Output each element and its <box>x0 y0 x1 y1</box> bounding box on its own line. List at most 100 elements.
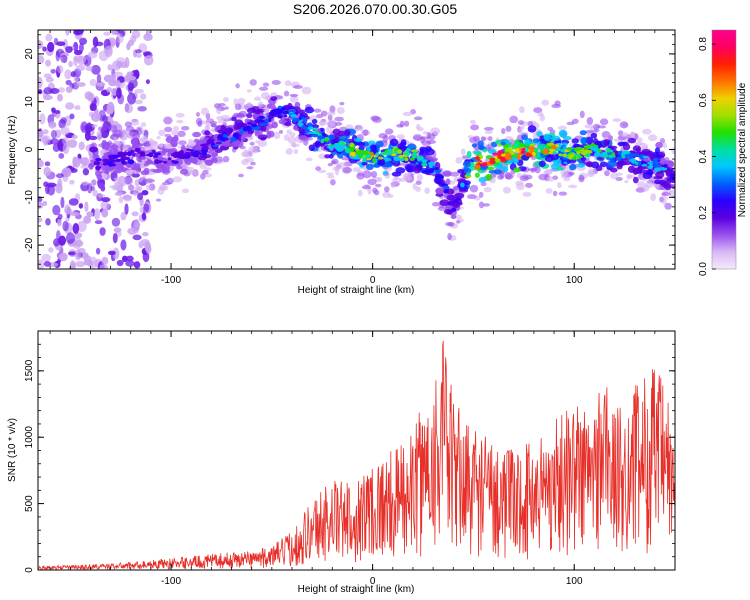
ridge-core-blob <box>516 155 521 160</box>
spectral-blob <box>328 153 334 159</box>
ridge-core-blob <box>365 153 372 159</box>
halo-blob <box>530 156 537 160</box>
halo-blob <box>246 102 252 107</box>
spectral-blob <box>251 105 260 113</box>
noise-blob <box>132 234 142 241</box>
noise-blob <box>76 64 86 72</box>
noise-blob <box>65 30 70 36</box>
spectral-blob <box>210 123 217 128</box>
ridge-core-blob <box>497 153 502 160</box>
ridge-core-blob <box>548 148 556 152</box>
spectral-blob <box>413 167 421 174</box>
ridge-core-blob <box>529 143 536 147</box>
halo-blob <box>136 128 143 136</box>
halo-blob <box>246 166 254 170</box>
halo-blob <box>378 133 388 139</box>
noise-blob <box>96 82 106 87</box>
halo-blob <box>284 80 292 87</box>
spectral-blob <box>88 163 94 168</box>
spectral-blob <box>397 143 404 150</box>
ridge-core-blob <box>372 158 377 163</box>
halo-blob <box>469 184 479 193</box>
spectral-blob <box>532 138 541 143</box>
halo-blob <box>388 194 394 198</box>
spectral-blob <box>466 150 472 159</box>
halo-blob <box>579 110 585 119</box>
halo-blob <box>480 181 487 187</box>
halo-blob <box>558 191 568 196</box>
ridge-core-blob <box>127 159 135 165</box>
noise-blob <box>127 82 135 91</box>
spectral-blob <box>473 150 482 155</box>
halo-blob <box>664 202 672 210</box>
halo-blob <box>193 169 198 176</box>
halo-blob <box>315 166 322 171</box>
ridge-core-blob <box>281 106 287 111</box>
ridge-core-blob <box>629 152 635 158</box>
halo-blob <box>384 128 394 135</box>
spectral-blob <box>445 178 451 185</box>
ridge-core-blob <box>336 147 344 152</box>
halo-blob <box>416 174 423 182</box>
halo-blob <box>313 108 322 113</box>
ridge-core-blob <box>282 110 289 115</box>
ridge-core-blob <box>110 163 116 167</box>
spectral-blob <box>130 166 138 170</box>
noise-blob <box>47 184 56 196</box>
ridge-core-blob <box>349 142 355 148</box>
halo-blob <box>258 86 269 91</box>
ridge-core-blob <box>474 164 481 170</box>
halo-blob <box>412 134 423 141</box>
halo-blob <box>578 174 585 183</box>
noise-blob <box>45 218 51 226</box>
page-title: S206.2026.070.00.30.G05 <box>292 1 458 17</box>
ridge-core-blob <box>580 150 588 156</box>
ridge-core-blob <box>139 156 146 160</box>
ridge-core-blob <box>217 134 224 139</box>
spectral-blob <box>421 170 431 174</box>
halo-blob <box>370 170 378 178</box>
ridge-core-blob <box>193 154 200 158</box>
halo-blob <box>484 129 493 135</box>
noise-blob <box>116 259 124 267</box>
halo-blob <box>517 120 524 125</box>
halo-blob <box>326 111 336 116</box>
halo-blob <box>604 170 610 177</box>
halo-blob <box>647 134 658 142</box>
halo-blob <box>415 180 422 186</box>
ridge-core-blob <box>663 164 668 168</box>
noise-blob <box>120 61 128 69</box>
y-tick-label: 0 <box>24 146 35 152</box>
noise-blob <box>65 232 75 244</box>
noise-blob <box>140 239 150 244</box>
ridge-core-blob <box>412 154 417 159</box>
x-tick-label: -100 <box>161 275 181 286</box>
spectral-blob <box>377 160 385 166</box>
halo-blob <box>478 191 484 198</box>
noise-blob <box>134 88 145 94</box>
spectral-blob <box>382 161 392 168</box>
ridge-core-blob <box>171 160 176 163</box>
noise-blob <box>95 41 104 47</box>
halo-blob <box>289 95 299 103</box>
colorbar-ticks: 0.0 0.2 0.4 0.6 0.8 <box>698 37 716 276</box>
noise-blob <box>54 110 61 115</box>
halo-blob <box>659 137 666 144</box>
spectral-blob <box>324 154 331 159</box>
noise-blob <box>41 135 51 144</box>
noise-blob <box>141 189 149 196</box>
noise-blob <box>83 215 92 224</box>
noise-blob <box>38 159 44 168</box>
ridge-core-blob <box>222 134 228 138</box>
noise-blob <box>68 60 74 68</box>
ridge-core-blob <box>290 114 297 118</box>
halo-blob <box>202 169 209 175</box>
halo-blob <box>334 121 343 126</box>
spectral-blob <box>632 176 639 184</box>
spectral-blob <box>298 135 308 141</box>
ridge-core-blob <box>277 115 283 119</box>
halo-blob <box>422 130 428 135</box>
ridge-core-blob <box>292 117 297 123</box>
spectral-blob <box>139 137 146 142</box>
y-tick-label: 1000 <box>24 426 35 449</box>
